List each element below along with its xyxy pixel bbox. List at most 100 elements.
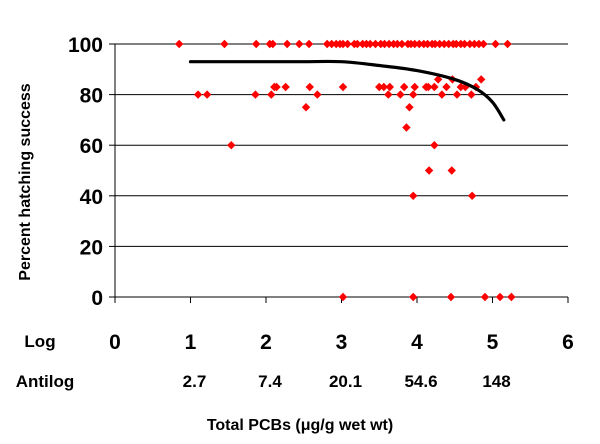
antilog-label: 20.1	[329, 372, 362, 391]
data-point	[465, 39, 475, 49]
data-point	[415, 39, 424, 49]
x-tick-label: 5	[487, 331, 499, 354]
x-tick-label: 3	[336, 331, 348, 354]
data-point	[430, 39, 440, 49]
antilog-label: 148	[482, 372, 510, 391]
data-point	[409, 191, 418, 200]
y-tick-label: 100	[68, 34, 103, 57]
x-tick-label: 4	[411, 331, 423, 354]
data-point	[446, 292, 456, 302]
data-point	[396, 90, 405, 99]
data-point	[491, 39, 500, 49]
data-point	[327, 39, 336, 49]
data-point	[251, 39, 261, 49]
y-tick-label: 80	[80, 85, 103, 108]
data-point	[397, 39, 407, 49]
trend-layer	[188, 59, 506, 122]
data-point	[384, 90, 393, 99]
data-point	[338, 292, 348, 302]
data-point	[379, 82, 388, 92]
data-point	[410, 82, 419, 92]
data-point	[282, 39, 292, 49]
data-point	[470, 39, 479, 49]
antilog-row-label: Antilog	[16, 372, 75, 391]
data-point	[384, 39, 394, 49]
data-point	[399, 82, 409, 92]
data-point	[305, 82, 314, 92]
data-point	[433, 75, 443, 84]
data-point	[385, 82, 395, 92]
data-point	[193, 90, 203, 99]
data-point	[174, 39, 184, 49]
data-point	[313, 90, 322, 99]
y-tick-labels: 0 20 40 60 80 100	[68, 34, 103, 310]
data-point	[507, 292, 516, 302]
x-tick-label: 2	[260, 331, 272, 354]
data-point	[267, 90, 276, 99]
trend-line	[188, 59, 506, 122]
grid-layer	[115, 43, 568, 298]
data-point	[343, 39, 352, 49]
data-point	[353, 39, 362, 49]
data-point	[202, 90, 212, 99]
antilog-tick-labels: 2.7 7.4 20.1 54.6 148	[183, 372, 511, 391]
y-axis-title: Percent hatching success	[17, 83, 34, 281]
x-axis-title: Total PCBs (μg/g wet wt)	[207, 417, 393, 434]
axes-layer	[109, 43, 569, 303]
data-point	[430, 82, 439, 92]
data-point	[409, 90, 418, 99]
data-point	[442, 82, 451, 92]
data-point	[322, 39, 332, 49]
data-point	[272, 82, 281, 92]
data-point	[220, 39, 229, 49]
data-point	[402, 123, 411, 132]
data-point	[405, 103, 414, 112]
data-point	[479, 39, 488, 49]
data-point	[456, 82, 465, 92]
data-point	[430, 141, 439, 150]
data-point	[251, 90, 260, 99]
data-point	[452, 90, 462, 99]
data-point	[447, 166, 456, 175]
data-point	[227, 141, 236, 150]
data-point	[476, 75, 486, 84]
data-point	[503, 39, 512, 49]
data-point	[495, 292, 505, 302]
data-point	[338, 39, 348, 49]
data-point	[460, 39, 469, 49]
data-point	[467, 191, 477, 200]
x-tick-label: 6	[562, 331, 574, 354]
data-point	[439, 39, 449, 49]
data-point	[338, 82, 348, 92]
data-point	[480, 292, 490, 302]
data-point	[268, 39, 277, 49]
data-point	[474, 39, 484, 49]
data-point	[423, 39, 432, 49]
data-point	[410, 39, 419, 49]
x-tick-label: 1	[185, 331, 197, 354]
x-tick-labels: 0 1 2 3 4 5 6	[109, 331, 574, 354]
x-tick-label: 0	[109, 331, 121, 354]
data-point	[437, 90, 447, 99]
data-point	[281, 82, 290, 92]
data-point	[304, 39, 314, 49]
data-point	[371, 39, 380, 49]
data-point	[295, 39, 304, 49]
antilog-label: 7.4	[258, 372, 282, 391]
data-points	[174, 39, 516, 302]
data-point	[409, 292, 418, 302]
data-point	[365, 39, 375, 49]
antilog-label: 2.7	[183, 372, 207, 391]
data-point	[467, 90, 476, 99]
log-row-label: Log	[24, 332, 55, 351]
data-point	[375, 82, 384, 92]
data-point	[301, 103, 311, 112]
y-tick-label: 0	[91, 287, 103, 310]
antilog-label: 54.6	[404, 372, 437, 391]
y-tick-label: 40	[80, 186, 103, 209]
data-point	[435, 39, 444, 49]
data-point	[380, 39, 389, 49]
data-point	[452, 39, 461, 49]
y-tick-label: 20	[80, 236, 103, 259]
